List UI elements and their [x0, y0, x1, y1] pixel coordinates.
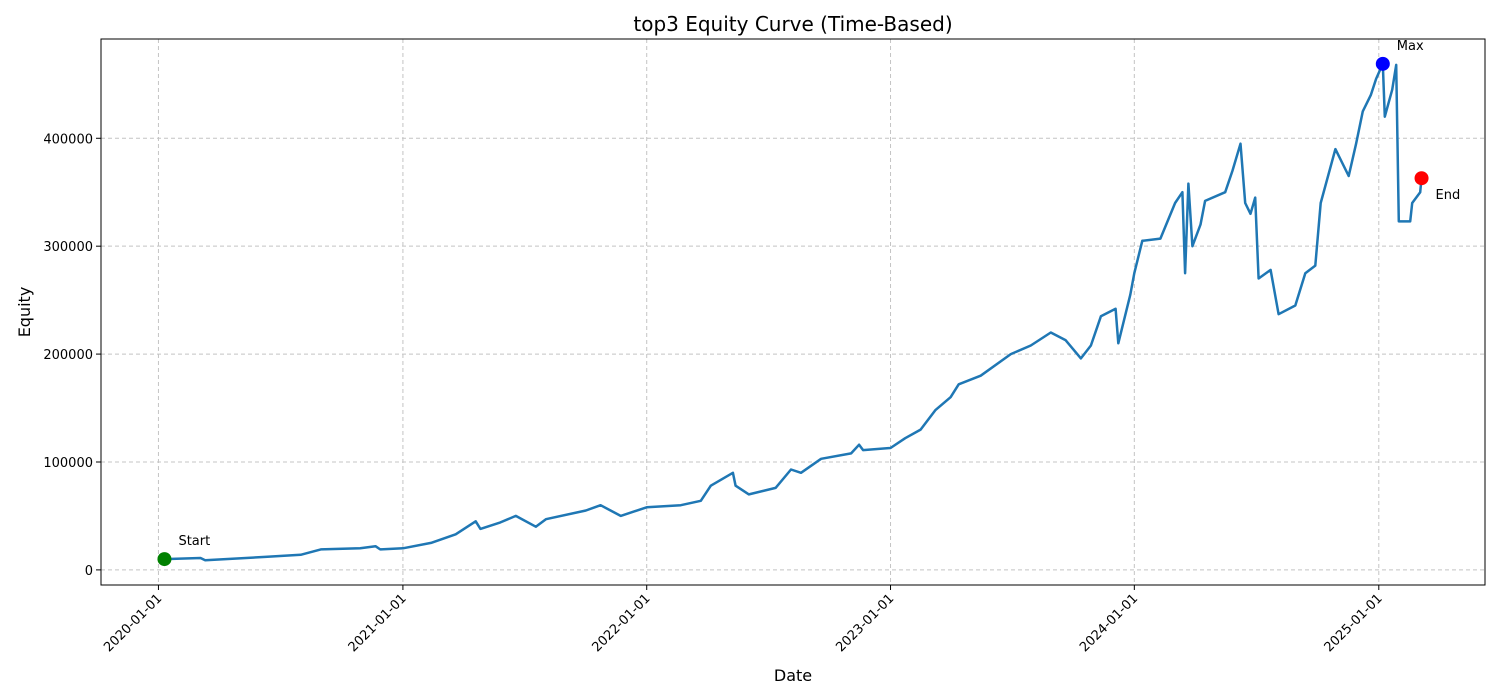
marker-label: Max — [1397, 39, 1424, 54]
y-tick-label: 100000 — [43, 456, 93, 471]
marker-label: Start — [178, 534, 210, 549]
chart-title: top3 Equity Curve (Time-Based) — [633, 12, 952, 36]
x-tick-label: 2021-01-01 — [346, 591, 410, 655]
y-tick-label: 200000 — [43, 348, 93, 363]
marker-label: End — [1436, 188, 1461, 203]
equity-line — [164, 62, 1423, 562]
marker — [1414, 171, 1429, 186]
x-tick-label: 2020-01-01 — [101, 591, 165, 655]
y-tick-label: 0 — [85, 564, 93, 579]
x-axis-label: Date — [774, 666, 812, 685]
y-tick-label: 300000 — [43, 240, 93, 255]
marker — [157, 552, 172, 567]
marker — [1375, 56, 1390, 71]
y-axis-label: Equity — [15, 287, 34, 338]
y-tick-label: 400000 — [43, 132, 93, 147]
plot-frame — [100, 38, 1486, 586]
x-tick-label: 2025-01-01 — [1322, 591, 1386, 655]
x-tick-label: 2023-01-01 — [833, 591, 897, 655]
x-tick-label: 2024-01-01 — [1077, 591, 1141, 655]
x-tick-label: 2022-01-01 — [590, 591, 654, 655]
